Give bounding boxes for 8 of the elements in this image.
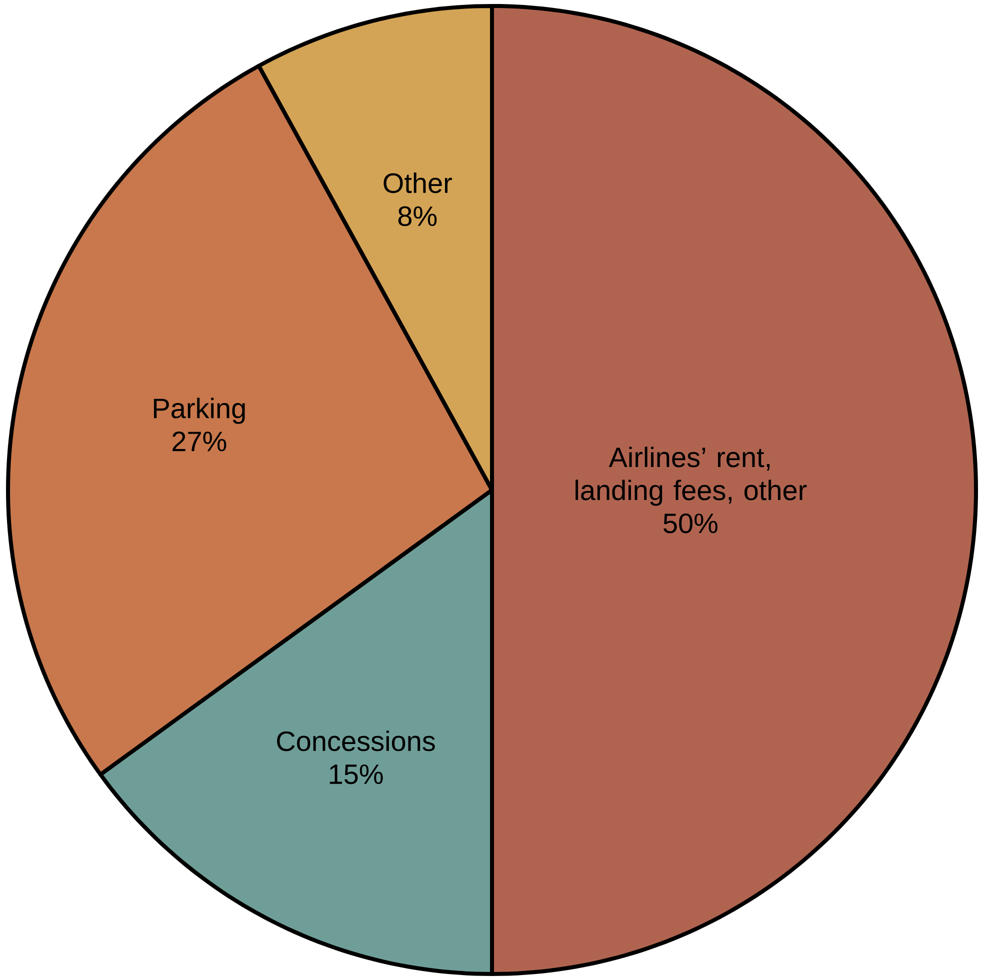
data-label: 15% xyxy=(330,764,383,784)
data-label: 50% xyxy=(664,513,718,534)
data-label: 27% xyxy=(172,432,226,452)
slice-label: Concessions xyxy=(277,730,435,752)
slice-label: Parking xyxy=(154,398,245,424)
slice-label: Airlines’ rent, landing fees, other xyxy=(576,446,807,506)
data-label: 8% xyxy=(398,206,437,226)
slice-label: Other xyxy=(384,172,452,194)
